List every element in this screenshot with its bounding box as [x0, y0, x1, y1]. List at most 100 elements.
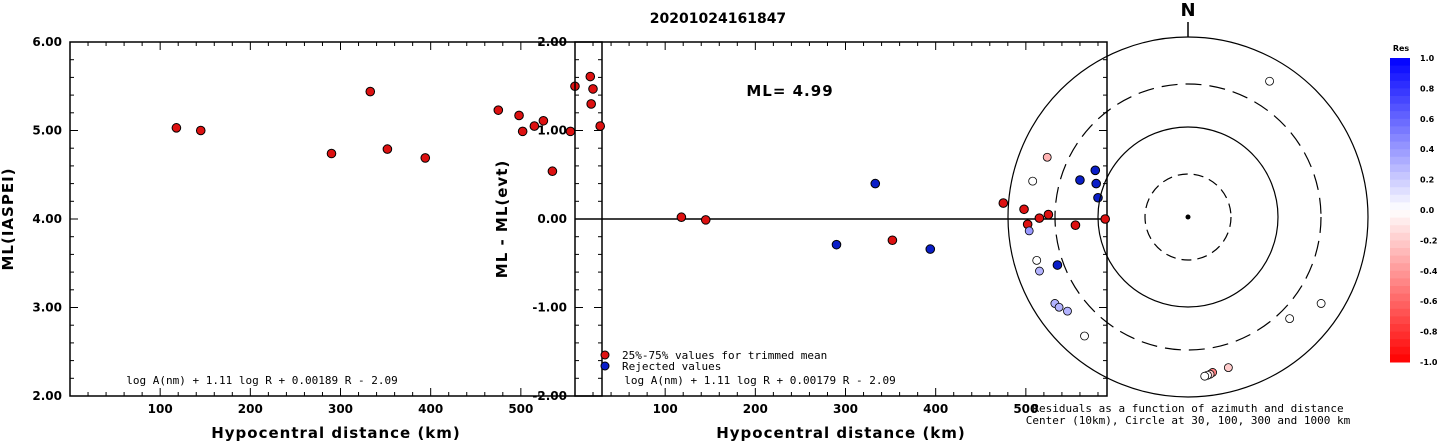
station-residual-point: [1035, 266, 1044, 276]
colorbar-tick-label: 0.8: [1420, 84, 1435, 93]
x-tick-label: 500: [508, 402, 533, 416]
y-axis-label: ML(IASPEI): [0, 167, 17, 270]
data-point: [547, 166, 558, 177]
colorbar-tick-label: -0.6: [1420, 297, 1437, 306]
y-tick-label: 4.00: [32, 212, 62, 226]
colorbar-segment: [1390, 73, 1410, 82]
data-point: [514, 110, 524, 121]
y-axis-label: ML - ML(evt): [493, 160, 511, 278]
data-point: [925, 244, 936, 254]
colorbar-segment: [1390, 248, 1410, 257]
figure-title: 20201024161847: [650, 11, 786, 27]
colorbar-segment: [1390, 65, 1410, 74]
plot-frame: [69, 41, 603, 397]
colorbar-tick-label: -1.0: [1420, 358, 1437, 367]
colorbar-tick-label: 1.0: [1420, 54, 1435, 63]
colorbar-tick-label: -0.4: [1420, 267, 1437, 276]
colorbar-segment: [1390, 255, 1410, 264]
colorbar-segment: [1390, 331, 1410, 340]
data-point: [565, 126, 576, 137]
y-tick-label: 5.00: [32, 124, 62, 138]
y-tick-label: 2.00: [537, 35, 567, 49]
x-tick-label: 100: [653, 402, 678, 416]
colorbar-segment: [1390, 301, 1410, 310]
colorbar-segment: [1390, 141, 1410, 150]
center-marker: [1185, 214, 1191, 220]
colorbar-tick-label: -0.8: [1420, 328, 1437, 337]
station-residual-point: [1032, 255, 1042, 265]
colorbar-segment: [1390, 308, 1410, 317]
data-point: [1052, 260, 1063, 270]
data-point: [1090, 165, 1101, 176]
legend-label: Rejected values: [622, 360, 721, 373]
data-point: [382, 144, 393, 154]
north-label: N: [1180, 0, 1195, 21]
ring-30km: [1144, 173, 1232, 261]
residual-distance-plot: 100 200 300 400 500-2.00-1.000.001.002.00Hyp…: [493, 35, 1110, 441]
colorbar-segment: [1390, 346, 1410, 355]
station-residual-point: [1080, 331, 1089, 341]
colorbar-segment: [1390, 156, 1410, 165]
residual-colorbar: Res 1.0 0.8 0.6 0.4 0.2 0.0 -0.2 -0.4 -0.6 -0.8 -1.…: [1390, 44, 1437, 367]
data-point: [493, 105, 504, 115]
colorbar-segment: [1390, 164, 1410, 173]
y-tick-label: 3.00: [32, 301, 62, 315]
station-residual-point: [1024, 226, 1034, 236]
data-point: [171, 123, 182, 133]
data-point: [586, 99, 596, 109]
data-point: [538, 115, 549, 126]
colorbar-segment: [1390, 270, 1410, 279]
data-point: [676, 212, 687, 223]
formula-note: log A(nm) + 1.11 log R + 0.00189 R - 2.0…: [126, 374, 398, 387]
colorbar-tick-label: 0.4: [1420, 145, 1435, 154]
data-point: [420, 153, 431, 163]
legend-marker: [600, 361, 610, 371]
y-tick-label: 2.00: [32, 389, 62, 403]
colorbar-segment: [1390, 194, 1410, 203]
colorbar-segment: [1390, 103, 1410, 112]
azimuth-residual-plot: N Residuals as a function of azimuth and …: [1007, 0, 1369, 427]
x-axis-label: Hypocentral distance (km): [716, 424, 966, 441]
colorbar-segment: [1390, 134, 1410, 143]
y-tick-label: 0.00: [537, 212, 567, 226]
colorbar-segment: [1390, 217, 1410, 226]
colorbar-segment: [1390, 210, 1410, 219]
colorbar-tick-label: 0.0: [1420, 206, 1435, 215]
x-tick-label: 200: [238, 402, 263, 416]
data-point: [1034, 213, 1045, 223]
colorbar-segment: [1390, 316, 1410, 325]
y-tick-label: -2.00: [532, 389, 567, 403]
data-point: [1019, 204, 1029, 215]
colorbar-segment: [1390, 179, 1410, 188]
colorbar-segment: [1390, 286, 1410, 295]
x-tick-label: 400: [418, 402, 443, 416]
legend-label: 25%-75% values for trimmed mean: [622, 349, 827, 362]
x-tick-label: 500: [1013, 402, 1038, 416]
x-tick-label: 400: [923, 402, 948, 416]
y-tick-label: 1.00: [537, 124, 567, 138]
colorbar-segment: [1390, 202, 1410, 211]
colorbar-tick-label: 0.2: [1420, 176, 1434, 185]
x-tick-label: 300: [833, 402, 858, 416]
x-tick-label: 200: [743, 402, 768, 416]
data-point: [1091, 178, 1101, 189]
colorbar-segment: [1390, 172, 1410, 181]
data-point: [831, 239, 842, 250]
data-point: [1043, 209, 1054, 220]
data-point: [1100, 214, 1110, 224]
station-residual-point: [1028, 176, 1038, 186]
ml-label: ML= 4.99: [746, 82, 833, 100]
station-residual-point: [1316, 299, 1326, 308]
station-residual-point: [1200, 371, 1210, 381]
polar-caption-line1: Residuals as a function of azimuth and d…: [1032, 402, 1343, 415]
data-point: [1075, 175, 1085, 185]
data-point: [585, 71, 596, 82]
magnitude-distance-plot: 100 200 300 400 500 2.00 3.00 4.00 5.00 6.00 Hypoc…: [0, 35, 605, 441]
colorbar-tick-label: -0.2: [1420, 236, 1437, 245]
data-point: [595, 121, 605, 131]
colorbar-segment: [1390, 339, 1410, 348]
colorbar-title: Res: [1393, 44, 1410, 53]
station-residual-point: [1285, 314, 1295, 324]
data-point: [700, 215, 711, 225]
